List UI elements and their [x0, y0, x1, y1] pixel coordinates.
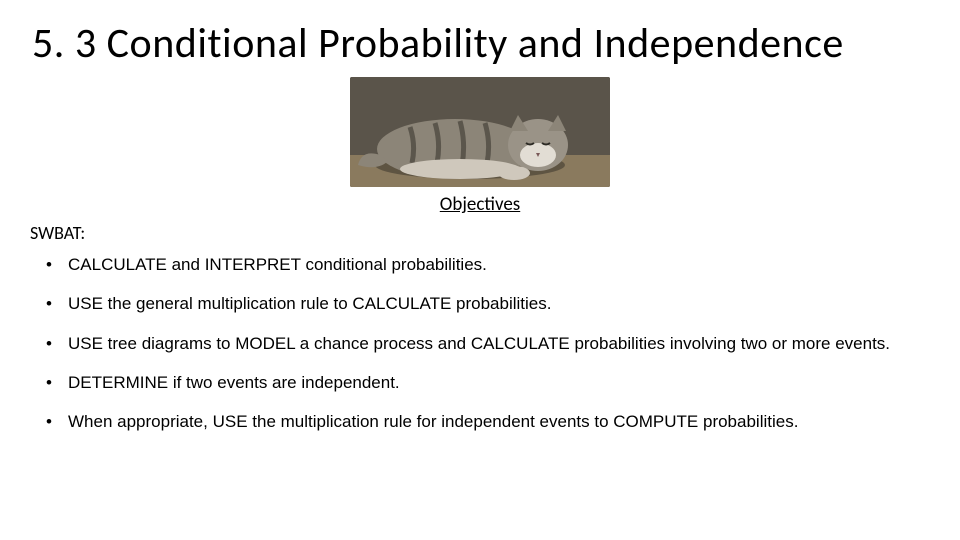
objectives-list: CALCULATE and INTERPRET conditional prob… [28, 254, 932, 432]
page-title: 5. 3 Conditional Probability and Indepen… [32, 18, 932, 69]
list-item: CALCULATE and INTERPRET conditional prob… [46, 254, 932, 275]
slide: 5. 3 Conditional Probability and Indepen… [0, 0, 960, 540]
list-item: DETERMINE if two events are independent. [46, 372, 932, 393]
list-item: When appropriate, USE the multiplication… [46, 411, 932, 432]
cat-photo [350, 77, 610, 187]
list-item: USE the general multiplication rule to C… [46, 293, 932, 314]
image-container [28, 77, 932, 187]
objectives-heading: Objectives [28, 193, 932, 216]
swbat-label: SWBAT: [30, 222, 932, 244]
list-item: USE tree diagrams to MODEL a chance proc… [46, 333, 932, 354]
